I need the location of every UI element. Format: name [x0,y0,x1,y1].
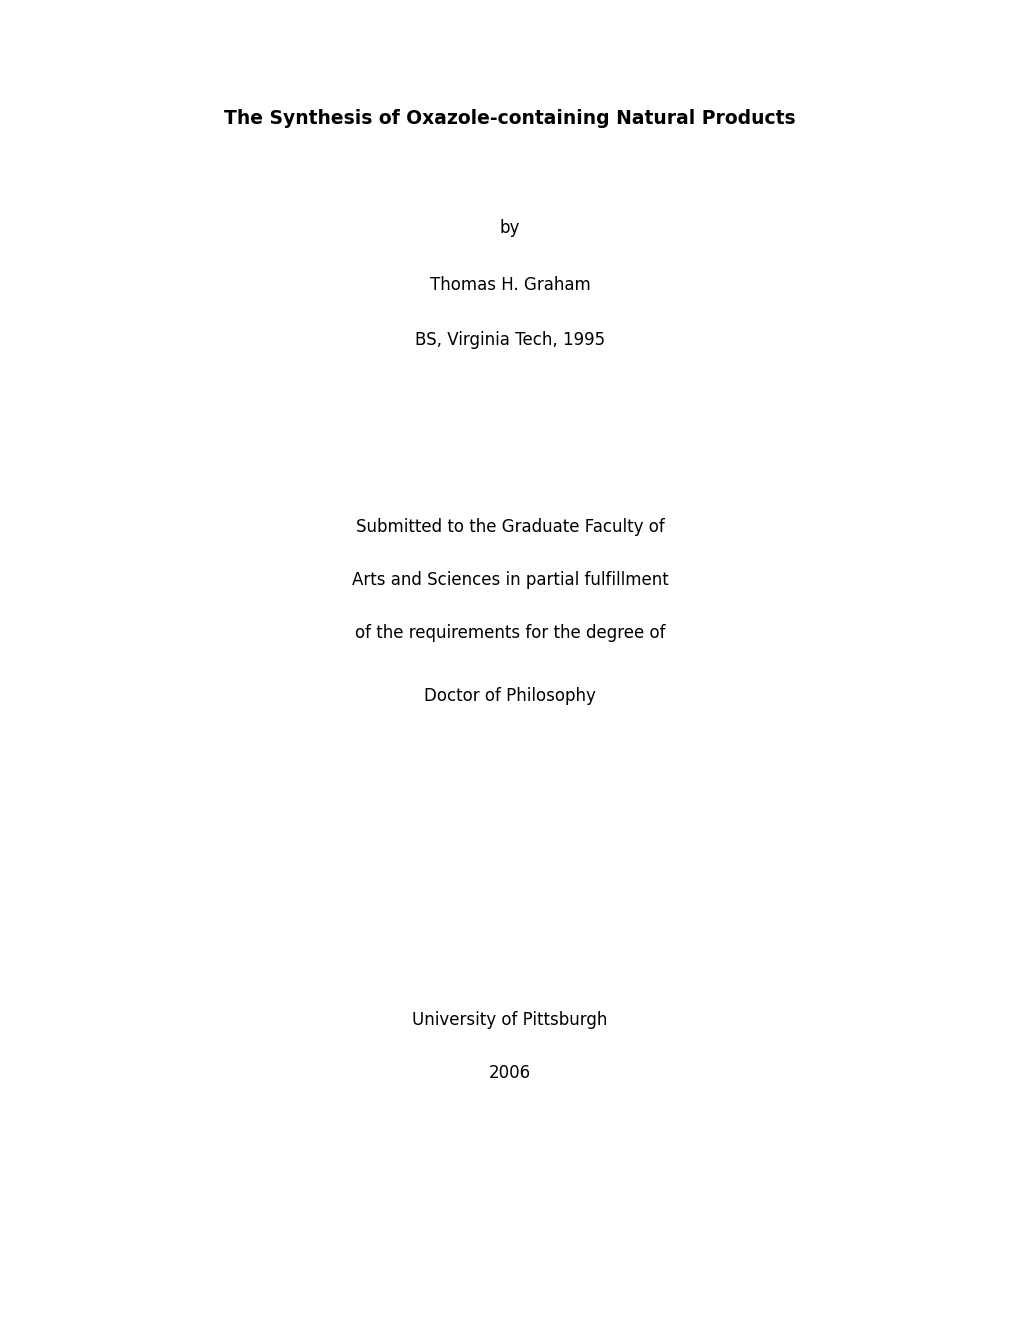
Text: University of Pittsburgh: University of Pittsburgh [412,1011,607,1030]
Text: of the requirements for the degree of: of the requirements for the degree of [355,624,664,642]
Text: 2006: 2006 [488,1064,531,1082]
Text: The Synthesis of Oxazole-containing Natural Products: The Synthesis of Oxazole-containing Natu… [224,108,795,128]
Text: Submitted to the Graduate Faculty of: Submitted to the Graduate Faculty of [356,517,663,536]
Text: BS, Virginia Tech, 1995: BS, Virginia Tech, 1995 [415,331,604,348]
Text: Thomas H. Graham: Thomas H. Graham [429,276,590,294]
Text: Arts and Sciences in partial fulfillment: Arts and Sciences in partial fulfillment [352,572,667,589]
Text: by: by [499,219,520,238]
Text: Doctor of Philosophy: Doctor of Philosophy [424,686,595,705]
